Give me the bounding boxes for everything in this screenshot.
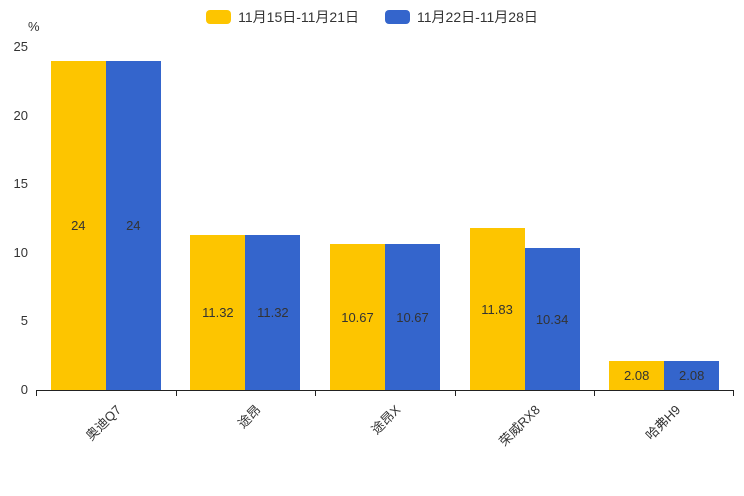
bar-series1-1: 24 bbox=[50, 61, 106, 390]
bar-value-label: 2.08 bbox=[624, 368, 650, 383]
bar-value-label: 11.83 bbox=[481, 301, 513, 317]
y-axis-tick-label: 10 bbox=[13, 244, 28, 260]
bar-series1-5: 2.08 bbox=[609, 361, 665, 390]
bar-series2-1: 24 bbox=[105, 61, 161, 390]
x-axis-category-label: 途昂X bbox=[368, 402, 404, 438]
bar-value-label: 10.67 bbox=[341, 309, 374, 325]
plot-area: 24 24 奥迪Q7 11.32 11.32 途昂 10.67 10.67 途昂X 11.83 10… bbox=[36, 47, 734, 449]
bar-value-label: 24 bbox=[126, 218, 141, 233]
legend-label-week2: 11月22日-11月28日 bbox=[417, 9, 538, 25]
bar-series2-2: 11.32 bbox=[245, 235, 301, 390]
bar-value-label: 11.32 bbox=[257, 305, 289, 320]
x-axis-tick bbox=[454, 390, 456, 396]
legend-swatch-week2 bbox=[385, 10, 410, 24]
bar-value-label: 11.32 bbox=[202, 305, 234, 320]
y-axis-tick-label: 0 bbox=[20, 382, 28, 397]
x-axis-tick bbox=[315, 390, 317, 396]
bar-series2-3: 10.67 bbox=[385, 244, 440, 390]
x-axis-tick bbox=[175, 390, 177, 396]
bar-value-label: 10.67 bbox=[396, 309, 429, 325]
x-axis-tick bbox=[36, 390, 37, 396]
bar-value-label: 2.08 bbox=[679, 368, 705, 383]
legend: 11月15日-11月21日 11月22日-11月28日 bbox=[0, 8, 744, 26]
y-axis-tick-label: 25 bbox=[13, 39, 28, 54]
x-axis-tick bbox=[594, 390, 596, 396]
bar-value-label: 10.34 bbox=[535, 311, 569, 327]
bar-series2-4: 10.34 bbox=[524, 248, 580, 390]
y-axis-tick-label: 20 bbox=[13, 107, 28, 123]
x-axis-tick bbox=[733, 390, 734, 396]
bar-series1-3: 10.67 bbox=[330, 244, 385, 390]
legend-swatch-week1 bbox=[206, 10, 232, 24]
y-axis-tick-label: 5 bbox=[20, 313, 28, 329]
bar-series1-2: 11.32 bbox=[190, 235, 246, 390]
x-axis-category-label: 哈弗H9 bbox=[642, 402, 683, 443]
y-axis-tick-label: 15 bbox=[13, 176, 28, 192]
x-axis-category-label: 奥迪Q7 bbox=[83, 402, 125, 444]
y-axis-unit-label: % bbox=[28, 19, 40, 34]
legend-item-week1[interactable]: 11月15日-11月21日 bbox=[206, 8, 359, 26]
bar-value-label: 24 bbox=[71, 218, 86, 233]
legend-label-week1: 11月15日-11月21日 bbox=[238, 9, 359, 25]
x-axis-category-label: 途昂 bbox=[235, 402, 265, 432]
legend-item-week2[interactable]: 11月22日-11月28日 bbox=[385, 8, 538, 26]
bar-series1-4: 11.83 bbox=[469, 228, 525, 390]
bar-series2-5: 2.08 bbox=[664, 361, 720, 390]
x-axis-category-label: 荣威RX8 bbox=[496, 402, 544, 450]
